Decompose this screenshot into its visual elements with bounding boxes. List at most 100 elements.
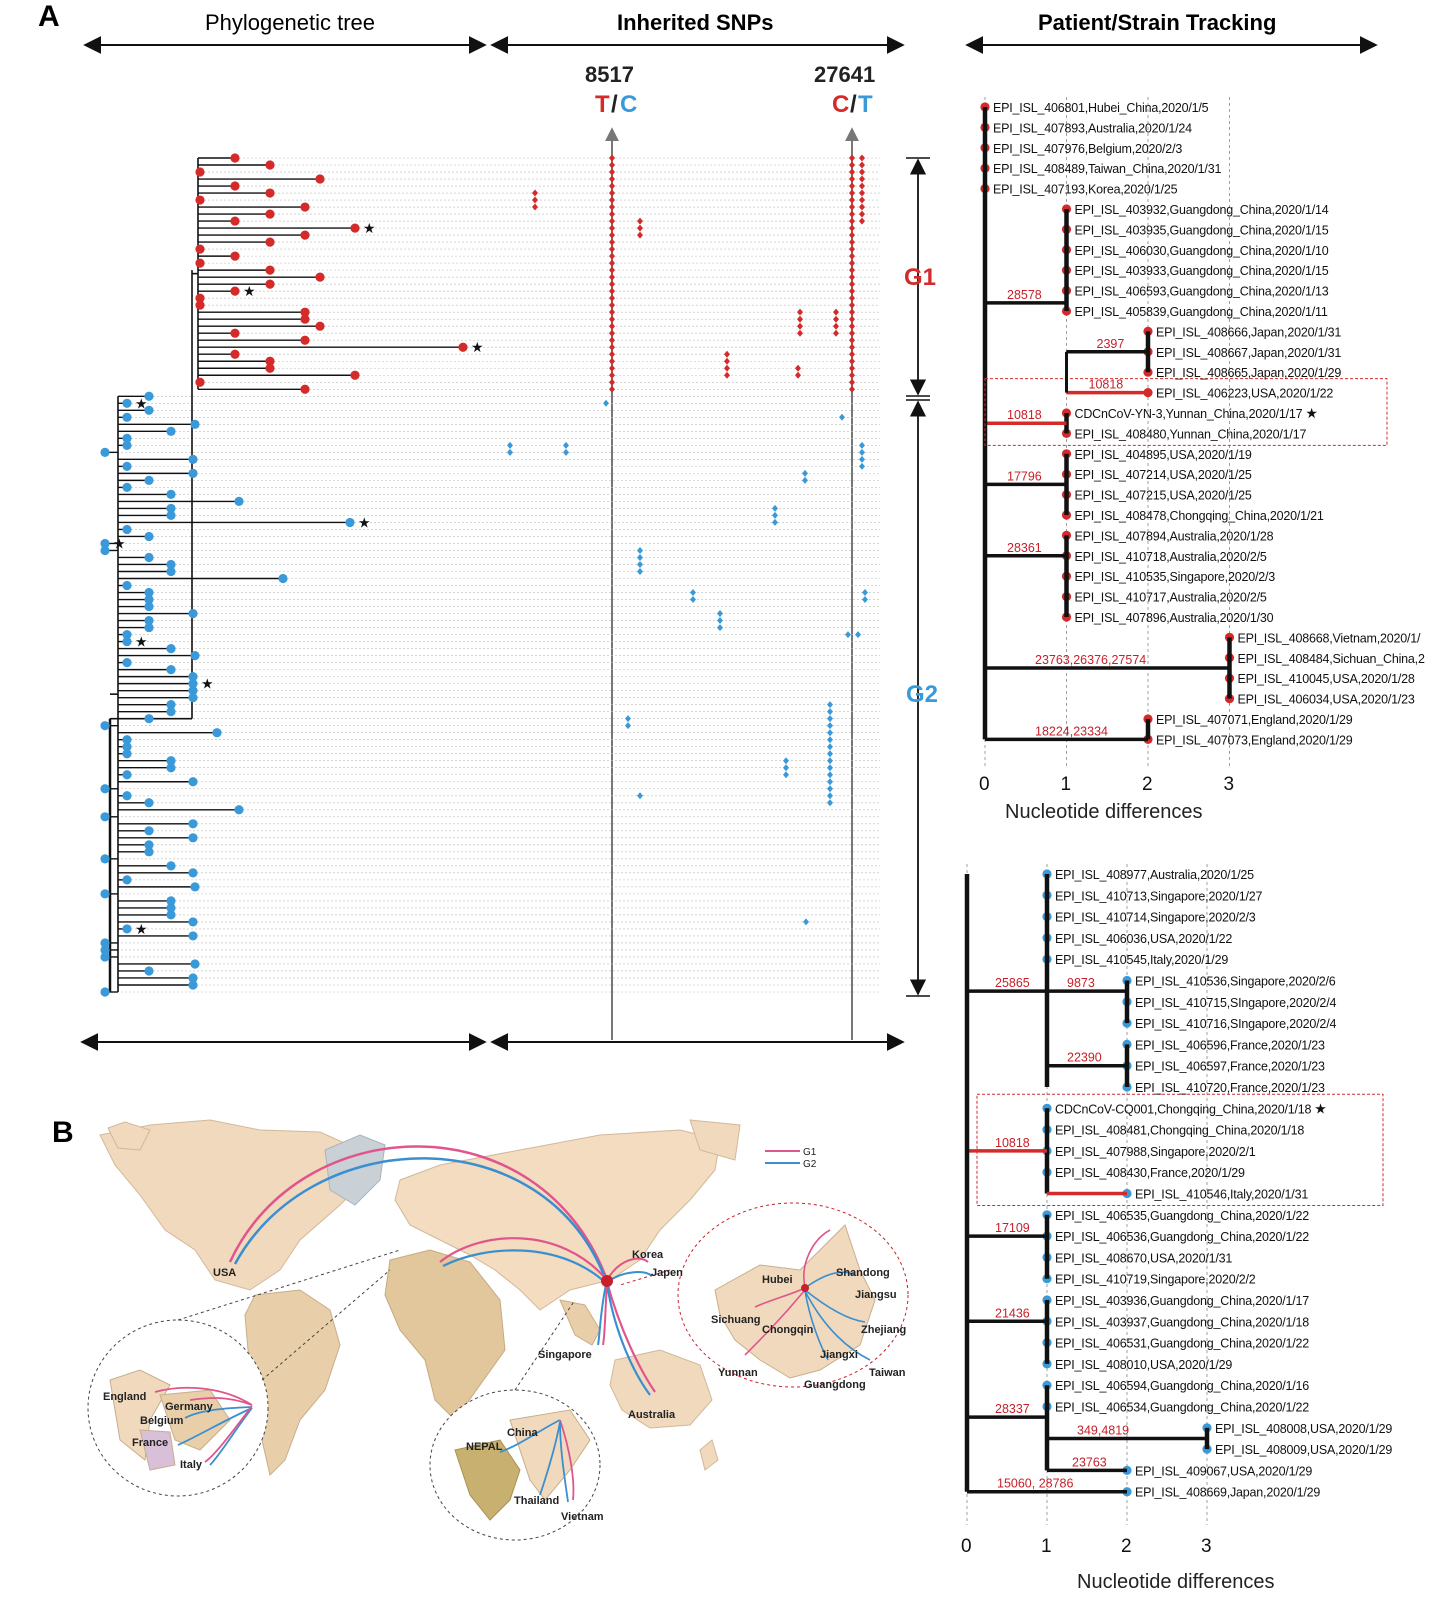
mutation-label: 23763,26376,27574	[1035, 653, 1146, 667]
tree-tip	[230, 286, 240, 296]
tree-tip	[188, 917, 198, 927]
strain-label: EPI_ISL_408484,Sichuan_China,2	[1238, 652, 1425, 666]
x-tick-label: 1	[1061, 774, 1072, 795]
snp-dot	[859, 196, 865, 204]
tree-tip	[188, 672, 198, 682]
snp-dot	[859, 455, 865, 463]
snp-dot	[783, 757, 789, 765]
tree-tip	[122, 398, 132, 408]
tree-tip	[144, 622, 154, 633]
snp-dot	[849, 329, 855, 337]
star-icon: ★	[135, 634, 148, 650]
snp-dot	[859, 189, 865, 197]
snp1-allele1: T	[595, 91, 610, 118]
tree-tip	[166, 756, 176, 766]
north-america-shape	[99, 1119, 366, 1291]
star-icon: ★	[1314, 1100, 1327, 1116]
snp-dot	[609, 168, 615, 176]
snp-dot	[849, 287, 855, 295]
mutation-label: 21436	[995, 1306, 1030, 1320]
tree-tip	[195, 300, 205, 310]
strain-label: EPI_ISL_410535,Singapore,2020/2/3	[1075, 570, 1276, 584]
snp-dot	[849, 308, 855, 316]
star-icon: ★	[135, 395, 148, 411]
tree-tip	[100, 938, 110, 948]
snp-dot	[849, 203, 855, 211]
tree-tip	[166, 763, 176, 773]
tree-tip	[230, 181, 240, 191]
tree-tip	[122, 636, 132, 647]
africa-shape	[384, 1249, 506, 1421]
asia-zoom-connector	[514, 1299, 576, 1391]
strain-label: EPI_ISL_407214,USA,2020/1/25	[1075, 468, 1252, 482]
tree-tip	[195, 244, 205, 254]
snp-dot	[845, 631, 851, 639]
tree-tip	[100, 538, 110, 549]
tree-tip	[122, 875, 132, 885]
mutation-label: 10818	[1007, 408, 1042, 422]
snp1-allele2: C	[620, 91, 637, 118]
strain-label: EPI_ISL_410545,Italy,2020/1/29	[1055, 953, 1228, 967]
snp-dot	[609, 280, 615, 288]
tree-tip	[188, 931, 198, 941]
strain-label: EPI_ISL_405839,Guangdong_China,2020/1/11	[1075, 305, 1328, 319]
tree-tip	[315, 321, 325, 331]
eurasia-shape	[394, 1129, 721, 1311]
place-italy: Italy	[180, 1459, 203, 1471]
strain-label: EPI_ISL_409067,USA,2020/1/29	[1135, 1464, 1312, 1478]
tree-tip	[188, 679, 198, 689]
snp-dot	[849, 322, 855, 330]
tree-tip	[190, 650, 200, 661]
mutation-label: 2397	[1097, 337, 1125, 351]
snp-dot	[609, 371, 615, 379]
strain-label: EPI_ISL_408478,Chongqing_China,2020/1/21	[1075, 509, 1324, 523]
snp-dot	[532, 203, 538, 211]
snp-dot	[625, 715, 631, 723]
snp-dot	[637, 553, 643, 561]
place-korea: Korea	[632, 1249, 664, 1261]
strain-label: EPI_ISL_407988,Singapore,2020/2/1	[1055, 1145, 1256, 1159]
tree-tip	[166, 566, 176, 577]
tree-tip	[100, 784, 110, 794]
snp-dot	[827, 750, 833, 758]
europe-zoom-land-2	[159, 1389, 231, 1451]
strain-label: EPI_ISL_406801,Hubei_China,2020/1/5	[993, 101, 1209, 115]
snp-dot	[609, 357, 615, 365]
snp-dot	[827, 785, 833, 793]
tree-tip	[166, 503, 176, 514]
south-america-shape	[244, 1289, 341, 1476]
snp-dot	[859, 203, 865, 211]
snp-dot	[609, 287, 615, 295]
snp-dot	[637, 792, 643, 800]
snp-dot	[724, 357, 730, 365]
strain-label: EPI_ISL_403932,Guangdong_China,2020/1/14	[1075, 203, 1329, 217]
tree-tip	[166, 489, 176, 500]
tree-tip	[122, 770, 132, 780]
tree-tip	[188, 833, 198, 843]
snp-dot	[609, 231, 615, 239]
x-tick-label: 0	[961, 1536, 972, 1557]
tree-tip	[122, 742, 132, 752]
snp-dot	[563, 448, 569, 456]
g2-bracket	[906, 399, 930, 997]
strain-label: EPI_ISL_408669,Japan,2020/1/29	[1135, 1486, 1320, 1500]
strain-label: CDCnCoV-CQ001,Chongqing_China,2020/1/18	[1055, 1102, 1312, 1116]
snp-dot	[849, 301, 855, 309]
snp-dot	[827, 778, 833, 786]
snp-dot	[827, 701, 833, 709]
snp-dot	[609, 301, 615, 309]
tree-tip	[188, 454, 198, 464]
tree-tip	[122, 412, 132, 422]
mutation-label: 10818	[995, 1136, 1030, 1150]
tree-tip	[188, 686, 198, 696]
tree-tip	[100, 854, 110, 864]
snp-dot	[609, 385, 615, 393]
place-guangdong: Guangdong	[804, 1379, 866, 1391]
snp-dot	[637, 546, 643, 554]
mutation-label: 23763	[1072, 1455, 1107, 1469]
tree-tip	[188, 819, 198, 829]
new-zealand-shape	[699, 1439, 719, 1471]
star-icon: ★	[471, 339, 484, 355]
tree-tip	[166, 910, 176, 920]
place-shandong: Shandong	[836, 1267, 890, 1279]
